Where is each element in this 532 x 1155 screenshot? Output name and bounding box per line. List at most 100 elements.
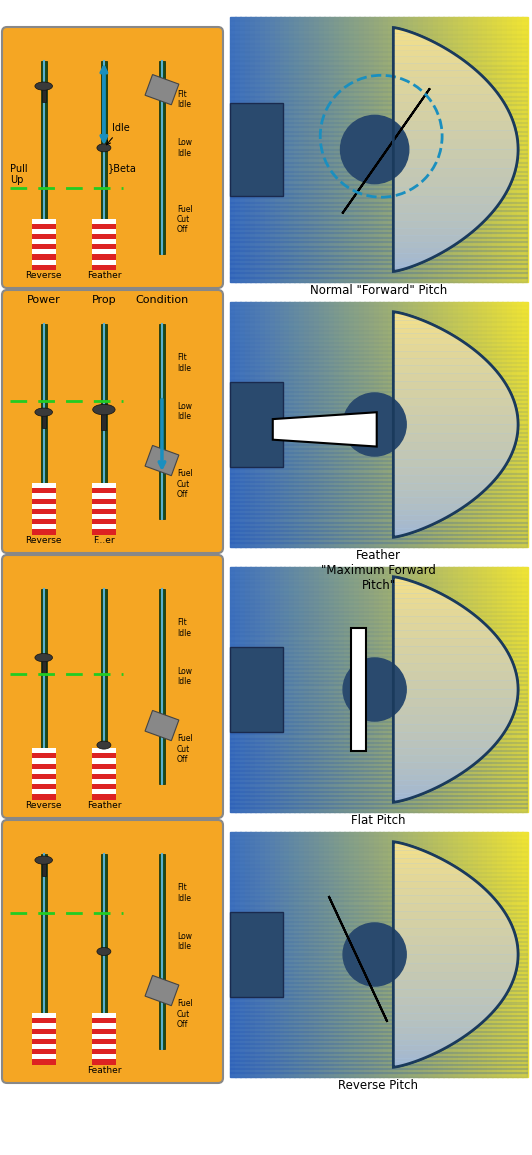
Bar	[369, 832, 375, 1076]
Bar	[487, 17, 493, 282]
Bar	[41, 589, 47, 784]
Text: Feather
"Maximum Forward
Pitch": Feather "Maximum Forward Pitch"	[321, 549, 436, 593]
Bar	[349, 17, 355, 282]
Bar	[230, 888, 527, 893]
Bar	[438, 832, 444, 1076]
Ellipse shape	[35, 856, 53, 864]
Bar	[230, 880, 527, 885]
Bar	[230, 778, 527, 783]
Text: Fuel
Cut
Off: Fuel Cut Off	[177, 469, 193, 499]
Bar	[285, 17, 290, 282]
Bar	[453, 567, 459, 812]
Bar	[443, 301, 449, 547]
Polygon shape	[393, 313, 408, 315]
Bar	[289, 567, 295, 812]
Bar	[478, 301, 484, 547]
Bar	[230, 276, 527, 282]
Bar	[230, 485, 527, 490]
Polygon shape	[393, 521, 440, 524]
Bar	[285, 567, 290, 812]
Bar	[92, 1029, 116, 1034]
Bar	[428, 832, 434, 1076]
Polygon shape	[393, 51, 459, 57]
Bar	[230, 60, 527, 66]
Polygon shape	[393, 338, 468, 345]
Bar	[230, 232, 527, 238]
Bar	[483, 301, 488, 547]
Bar	[497, 17, 503, 282]
Bar	[230, 795, 527, 799]
Bar	[230, 595, 527, 599]
Polygon shape	[393, 268, 408, 270]
Bar	[413, 832, 419, 1076]
Bar	[230, 109, 527, 114]
Polygon shape	[393, 799, 408, 800]
Bar	[32, 483, 56, 535]
Polygon shape	[393, 998, 504, 1006]
Text: Reverse: Reverse	[26, 802, 62, 810]
Text: Normal "Forward" Pitch: Normal "Forward" Pitch	[310, 284, 447, 297]
Bar	[418, 301, 424, 547]
Bar	[373, 17, 379, 282]
Polygon shape	[393, 785, 440, 790]
Bar	[42, 661, 46, 673]
Bar	[472, 832, 478, 1076]
Bar	[309, 301, 315, 547]
Polygon shape	[393, 716, 513, 724]
Bar	[230, 452, 527, 457]
Bar	[230, 1011, 527, 1015]
Bar	[230, 945, 527, 951]
Polygon shape	[393, 1006, 498, 1013]
Bar	[230, 864, 527, 869]
Polygon shape	[273, 412, 377, 447]
Bar	[502, 832, 508, 1076]
Bar	[230, 982, 527, 988]
Bar	[507, 567, 513, 812]
Bar	[344, 567, 350, 812]
Bar	[230, 1035, 527, 1041]
Text: Reverse: Reverse	[26, 271, 62, 280]
Bar	[230, 224, 527, 229]
Bar	[300, 832, 305, 1076]
Bar	[230, 624, 527, 628]
Bar	[250, 832, 256, 1076]
Bar	[384, 17, 389, 282]
Bar	[373, 567, 379, 812]
Bar	[230, 696, 527, 702]
Bar	[32, 529, 56, 535]
Bar	[230, 424, 527, 429]
Polygon shape	[393, 911, 509, 919]
Bar	[478, 567, 484, 812]
Bar	[230, 366, 527, 372]
Bar	[230, 1040, 527, 1044]
Polygon shape	[393, 248, 450, 253]
Bar	[230, 374, 527, 380]
Bar	[428, 567, 434, 812]
Bar	[92, 519, 116, 524]
Bar	[230, 925, 527, 930]
Polygon shape	[393, 579, 408, 580]
Text: Power: Power	[27, 295, 61, 305]
Bar	[230, 957, 527, 962]
Bar	[230, 69, 527, 74]
FancyBboxPatch shape	[2, 556, 223, 818]
Text: Low
Idle: Low Idle	[177, 668, 192, 686]
Polygon shape	[393, 70, 484, 77]
Bar	[517, 567, 523, 812]
Bar	[101, 323, 107, 519]
Bar	[339, 17, 345, 282]
Bar	[413, 567, 419, 812]
Bar	[101, 589, 107, 784]
Bar	[230, 571, 527, 575]
Bar	[32, 489, 56, 493]
Bar	[230, 941, 527, 946]
Bar	[433, 832, 439, 1076]
Bar	[230, 149, 527, 154]
Text: Fuel
Cut
Off: Fuel Cut Off	[177, 204, 193, 234]
Bar	[349, 301, 355, 547]
Bar	[294, 17, 300, 282]
Polygon shape	[393, 159, 518, 169]
Bar	[230, 909, 527, 914]
Polygon shape	[393, 647, 509, 655]
Bar	[478, 17, 484, 282]
